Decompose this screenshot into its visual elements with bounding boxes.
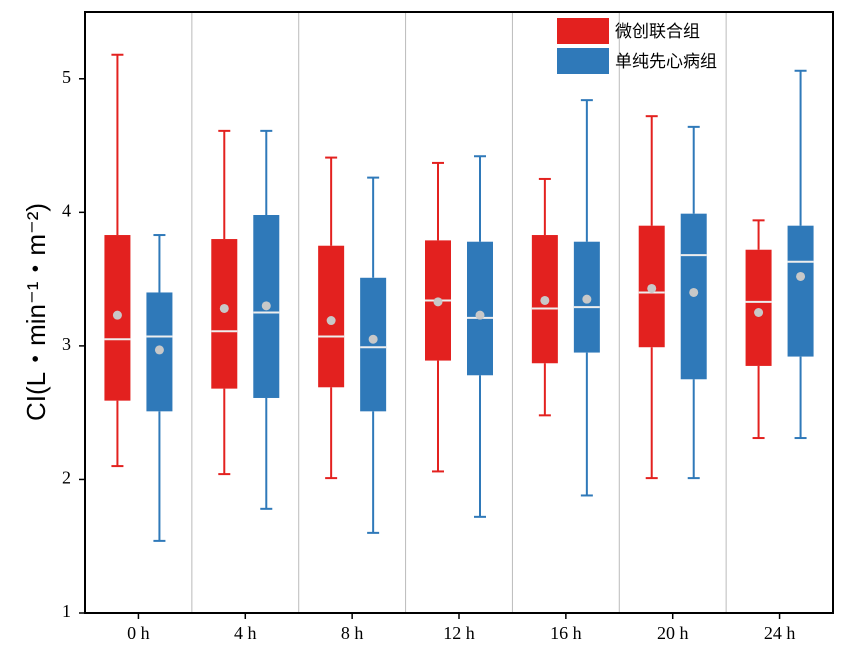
mean (689, 287, 699, 297)
legend-swatch (557, 48, 609, 74)
y-tick-label: 1 (62, 601, 71, 621)
y-tick-label: 4 (62, 200, 71, 220)
box (211, 239, 238, 389)
y-tick-label: 2 (62, 468, 71, 488)
x-tick-label: 4 h (234, 623, 257, 643)
mean (754, 308, 764, 317)
mean (475, 310, 485, 320)
x-tick-label: 16 h (550, 623, 582, 643)
mean (647, 283, 657, 293)
mean (582, 294, 592, 304)
y-tick-label: 3 (62, 334, 71, 354)
x-tick-label: 8 h (341, 623, 364, 643)
legend-label: 单纯先心病组 (615, 52, 717, 72)
mean (433, 297, 443, 307)
x-tick-label: 24 h (764, 623, 796, 643)
y-tick-label: 5 (62, 67, 71, 87)
mean (261, 301, 271, 311)
mean (368, 334, 378, 344)
mean (796, 271, 806, 281)
mean (112, 310, 122, 320)
x-tick-label: 12 h (443, 623, 475, 643)
box (467, 241, 493, 376)
plot-frame (84, 11, 834, 614)
x-tick-label: 0 h (127, 623, 150, 643)
mean (326, 316, 336, 326)
box (360, 277, 387, 412)
legend-swatch (557, 18, 609, 44)
mean (154, 345, 164, 355)
legend-label: 微创联合组 (615, 22, 700, 42)
mean (219, 303, 229, 313)
box (745, 249, 772, 366)
y-axis-label: CI(L・min⁻¹・m⁻²) (21, 203, 51, 421)
box (787, 225, 814, 357)
x-tick-label: 20 h (657, 623, 689, 643)
mean (540, 295, 550, 305)
